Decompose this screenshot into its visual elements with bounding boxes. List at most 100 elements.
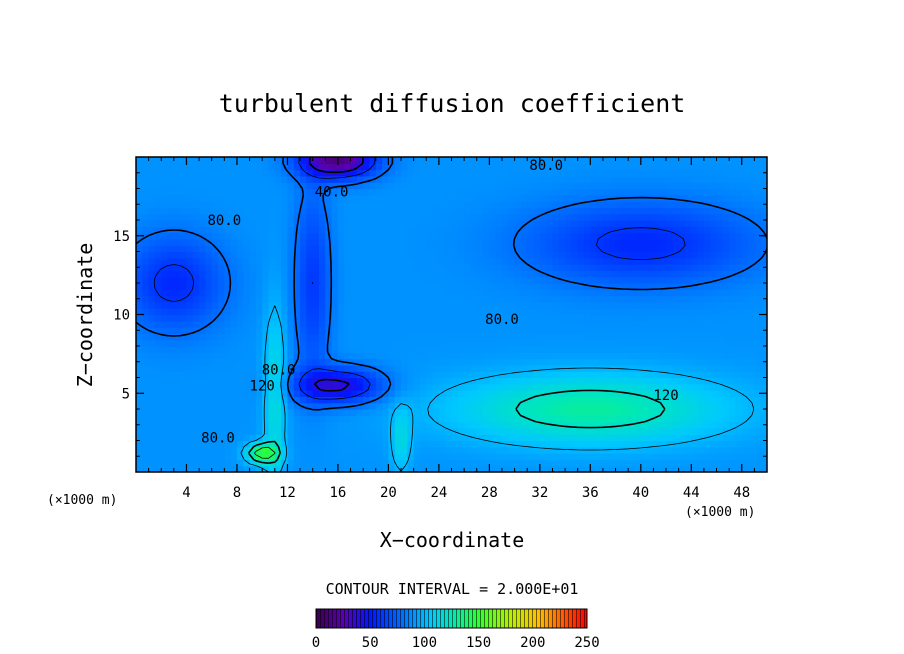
- field-cell: [609, 264, 617, 271]
- field-cell: [318, 421, 326, 429]
- field-cell: [401, 440, 408, 448]
- field-cell: [609, 320, 617, 328]
- field-cell: [432, 276, 440, 284]
- field-cell: [558, 257, 566, 265]
- field-cell: [293, 446, 301, 454]
- field-cell: [375, 188, 383, 196]
- field-cell: [546, 383, 554, 391]
- field-cell: [539, 427, 547, 435]
- field-cell: [312, 421, 320, 429]
- field-cell: [136, 396, 143, 404]
- field-cell: [476, 157, 484, 164]
- field-cell: [697, 352, 705, 360]
- field-cell: [407, 421, 415, 429]
- field-cell: [161, 251, 169, 259]
- field-cell: [615, 396, 623, 404]
- field-cell: [287, 465, 295, 472]
- field-cell: [552, 182, 560, 190]
- field-cell: [218, 270, 225, 278]
- field-cell: [344, 245, 352, 253]
- field-cell: [199, 434, 207, 442]
- field-cell: [527, 358, 535, 366]
- field-cell: [495, 327, 503, 334]
- field-cell: [590, 289, 598, 297]
- field-cell: [356, 220, 364, 227]
- field-cell: [565, 188, 572, 196]
- field-cell: [186, 182, 194, 190]
- field-cell: [199, 383, 207, 391]
- field-cell: [419, 157, 427, 164]
- field-cell: [413, 251, 421, 259]
- field-cell: [691, 201, 699, 208]
- field-cell: [249, 352, 257, 360]
- field-cell: [533, 220, 541, 227]
- field-cell: [394, 364, 402, 372]
- field-cell: [401, 409, 408, 416]
- field-cell: [356, 459, 364, 467]
- field-cell: [180, 182, 188, 190]
- field-cell: [369, 257, 377, 265]
- field-cell: [508, 346, 516, 353]
- field-cell: [571, 377, 579, 385]
- field-cell: [154, 314, 162, 322]
- field-cell: [268, 163, 276, 171]
- field-cell: [735, 270, 743, 278]
- field-cell: [653, 440, 661, 448]
- field-cell: [527, 245, 535, 253]
- field-cell: [268, 371, 276, 379]
- field-cell: [218, 339, 225, 347]
- field-cell: [211, 320, 219, 328]
- field-cell: [577, 383, 585, 391]
- field-cell: [520, 396, 528, 404]
- field-cell: [684, 289, 692, 297]
- field-cell: [495, 207, 503, 215]
- field-cell: [577, 182, 585, 190]
- field-cell: [407, 327, 415, 334]
- field-cell: [754, 175, 762, 183]
- field-cell: [413, 194, 421, 202]
- field-cell: [716, 415, 724, 423]
- field-cell: [249, 175, 257, 183]
- field-cell: [337, 390, 345, 397]
- field-cell: [154, 346, 162, 353]
- field-cell: [419, 446, 427, 454]
- field-cell: [325, 453, 333, 460]
- field-cell: [186, 163, 194, 171]
- field-cell: [236, 427, 244, 435]
- field-cell: [401, 314, 408, 322]
- field-cell: [577, 333, 585, 341]
- field-cell: [602, 226, 610, 234]
- field-cell: [722, 396, 730, 404]
- field-cell: [432, 220, 440, 227]
- field-cell: [438, 333, 446, 341]
- field-cell: [394, 175, 402, 183]
- field-cell: [754, 352, 762, 360]
- field-cell: [666, 257, 673, 265]
- field-cell: [300, 339, 307, 347]
- field-cell: [710, 301, 718, 309]
- field-cell: [413, 465, 421, 472]
- field-cell: [344, 188, 352, 196]
- field-cell: [281, 245, 289, 253]
- field-cell: [539, 188, 547, 196]
- field-cell: [224, 169, 232, 177]
- field-cell: [666, 402, 673, 410]
- field-cell: [571, 396, 579, 404]
- field-cell: [703, 415, 711, 423]
- field-cell: [464, 226, 472, 234]
- field-cell: [173, 364, 181, 372]
- field-cell: [659, 238, 667, 246]
- field-cell: [142, 440, 150, 448]
- field-cell: [722, 238, 730, 246]
- field-cell: [432, 396, 440, 404]
- field-cell: [337, 283, 345, 290]
- field-cell: [684, 364, 692, 372]
- field-cell: [186, 383, 194, 391]
- field-cell: [495, 245, 503, 253]
- field-cell: [735, 383, 743, 391]
- field-cell: [180, 346, 188, 353]
- field-cell: [300, 270, 307, 278]
- field-cell: [211, 163, 219, 171]
- chart-title: turbulent diffusion coefficient: [219, 89, 686, 118]
- field-cell: [211, 352, 219, 360]
